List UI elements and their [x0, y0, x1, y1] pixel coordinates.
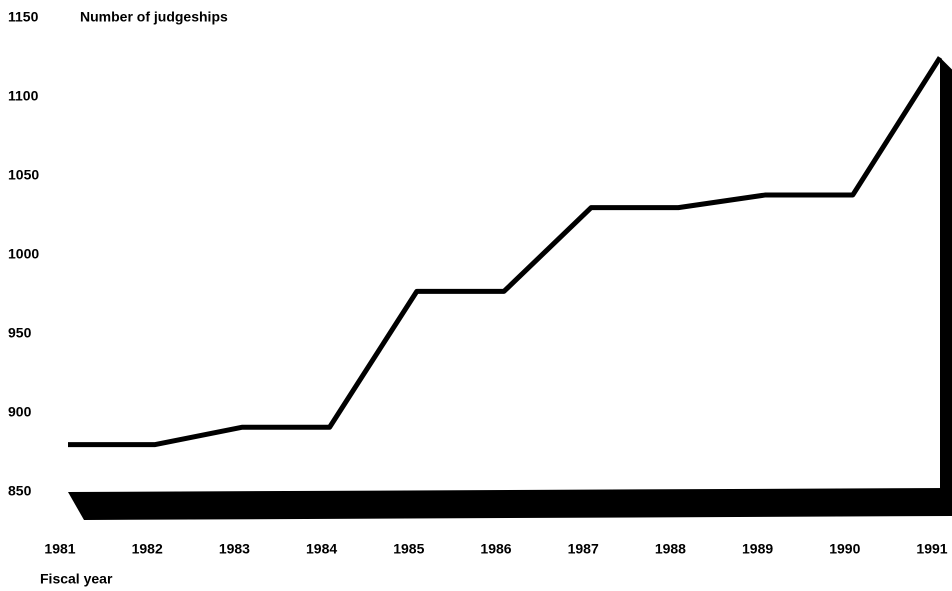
- side-wall: [940, 57, 952, 516]
- x-tick-label: 1984: [306, 541, 337, 557]
- x-tick-label: 1985: [393, 541, 424, 557]
- base-shelf: [68, 488, 952, 520]
- y-tick-label: 1150: [8, 9, 39, 25]
- x-axis-label: Fiscal year: [40, 571, 113, 587]
- x-tick-label: 1988: [655, 541, 686, 557]
- x-tick-label: 1983: [219, 541, 250, 557]
- y-tick-label: 900: [8, 404, 32, 420]
- chart-title: Number of judgeships: [80, 9, 228, 25]
- y-tick-label: 1100: [8, 88, 39, 104]
- x-tick-label: 1987: [568, 541, 599, 557]
- y-tick-label: 1000: [8, 246, 39, 262]
- data-line: [68, 56, 943, 448]
- x-tick-label: 1981: [44, 541, 75, 557]
- y-tick-label: 850: [8, 483, 32, 499]
- y-tick-label: 1050: [8, 167, 39, 183]
- x-tick-label: 1991: [916, 541, 947, 557]
- x-tick-label: 1982: [132, 541, 163, 557]
- x-tick-label: 1990: [829, 541, 860, 557]
- x-tick-label: 1986: [480, 541, 511, 557]
- x-tick-label: 1989: [742, 541, 773, 557]
- y-tick-label: 950: [8, 325, 32, 341]
